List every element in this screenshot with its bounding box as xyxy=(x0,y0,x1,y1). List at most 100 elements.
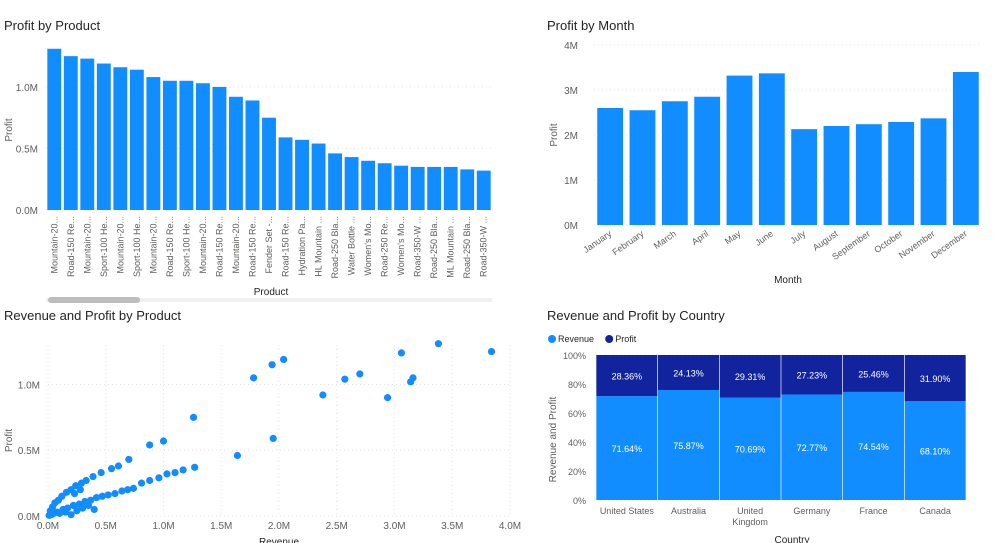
data-label: 68.10% xyxy=(920,447,951,457)
bar xyxy=(791,129,818,225)
bar xyxy=(195,83,210,210)
scatter-point xyxy=(407,378,415,386)
scatter-point xyxy=(111,490,119,498)
bar xyxy=(113,67,128,210)
y-tick-label: 1M xyxy=(564,176,578,187)
x-tick-label: Road-250 Bla... xyxy=(330,216,340,279)
y-axis-label: Revenue and Profit xyxy=(548,396,559,482)
bar xyxy=(245,100,260,210)
scatter-point xyxy=(233,451,242,460)
bar xyxy=(229,96,243,210)
x-tick-label: 2.5M xyxy=(326,521,348,532)
scatter-point xyxy=(76,486,84,494)
scatter-point xyxy=(146,441,154,449)
x-tick-label: Road-250 Bla... xyxy=(429,216,439,279)
x-tick-label: 0.5M xyxy=(95,521,117,532)
x-tick-label: Hydration Pa... xyxy=(297,216,307,276)
x-tick-label: Road-150 Re... xyxy=(214,216,224,277)
x-tick-label: Mountain-20... xyxy=(49,216,59,274)
data-label: 29.31% xyxy=(735,372,766,382)
bar xyxy=(361,160,376,210)
bar xyxy=(47,48,62,211)
y-axis-label: Profit xyxy=(4,429,15,453)
bar-profit xyxy=(904,355,966,402)
profit-by-month-panel: Profit by Month 0M 1M 2M 3M 4M January Februar… xyxy=(540,0,994,305)
x-axis-label: Country xyxy=(774,535,809,543)
x-tick-label: Road-150 Re... xyxy=(247,216,257,277)
scatter-point xyxy=(356,370,364,378)
y-tick-label: 0% xyxy=(573,496,586,506)
scatter-point xyxy=(146,476,154,485)
x-tick-label: Road-150 Re... xyxy=(281,216,291,277)
legend-marker xyxy=(548,335,556,343)
scatter-point xyxy=(249,374,258,382)
x-axis-label: Product xyxy=(254,287,289,298)
x-tick-label: 0.0M xyxy=(37,521,59,532)
scatter-point xyxy=(98,492,106,500)
bar xyxy=(460,169,475,210)
bar xyxy=(162,80,177,211)
revenue-profit-by-product-panel: Revenue and Profit by Product 0.0M 0.5M 1.… xyxy=(0,305,540,543)
x-tick-label: 3.0M xyxy=(383,521,405,532)
data-label: 72.77% xyxy=(797,443,828,453)
x-tick-label: Germany xyxy=(793,506,831,516)
bar xyxy=(377,163,392,210)
x-tick-label: February xyxy=(610,228,646,257)
scatter-point xyxy=(125,455,133,464)
x-tick-label: Australia xyxy=(671,506,706,516)
x-tick-label: 2.0M xyxy=(268,521,290,532)
y-tick-label: 1.0M xyxy=(18,380,40,391)
scatter-point xyxy=(97,468,105,477)
scatter-point xyxy=(155,474,163,482)
scatter-point xyxy=(487,347,496,356)
bar xyxy=(427,166,442,210)
data-label: 70.69% xyxy=(735,445,766,455)
bar-revenue xyxy=(781,394,843,500)
x-tick-label: May xyxy=(723,228,743,246)
bar xyxy=(888,121,915,225)
scatter-point xyxy=(280,355,288,364)
bar xyxy=(629,110,656,225)
y-tick-label: 0.5M xyxy=(18,446,40,457)
y-axis-label: Profit xyxy=(549,123,560,147)
y-tick-label: 0.5M xyxy=(16,144,38,155)
scatter-point xyxy=(79,504,87,512)
y-axis-label: Profit xyxy=(4,118,15,142)
bar xyxy=(63,56,78,211)
x-tick-label: 4.0M xyxy=(499,521,521,532)
x-tick-label: Road-150 Re... xyxy=(165,216,175,277)
x-tick-label: Mountain-20... xyxy=(115,216,125,274)
bar-revenue xyxy=(596,396,658,500)
scatter-point xyxy=(92,493,101,502)
x-tick-label: 1.0M xyxy=(152,521,174,532)
x-tick-label: Kingdom xyxy=(732,517,768,527)
scatter-point xyxy=(171,468,179,477)
x-tick-label: ML Mountain ... xyxy=(446,216,456,278)
scatter-point xyxy=(341,375,349,383)
bar xyxy=(394,165,409,210)
revenue-profit-scatter-chart: 0.0M 0.5M 1.0M 0.0M 0.5M 1.0M 1.5M 2.0M 2.5M 3.0M… xyxy=(4,340,521,543)
scatter-point xyxy=(70,490,79,498)
chart-title: Profit by Month xyxy=(547,18,635,33)
bar-revenue xyxy=(719,397,781,500)
data-label: 24.13% xyxy=(673,368,704,378)
chart-title: Revenue and Profit by Country xyxy=(547,308,725,323)
x-tick-label: Women's Mo... xyxy=(396,216,406,276)
scrollbar-thumb xyxy=(48,297,140,303)
scatter-point xyxy=(383,394,392,402)
scatter-point xyxy=(191,463,199,471)
revenue-profit-by-country-panel: Revenue and Profit by Country Revenue Pro… xyxy=(540,305,994,543)
bar xyxy=(726,75,753,225)
scatter-point xyxy=(73,507,81,515)
x-tick-label: United xyxy=(737,506,763,516)
y-tick-label: 40% xyxy=(568,438,586,448)
bar-revenue xyxy=(904,401,966,500)
scatter-point xyxy=(89,472,97,481)
x-tick-label: July xyxy=(788,228,807,246)
scatter-point xyxy=(269,434,277,442)
x-tick-label: United States xyxy=(600,506,655,516)
x-tick-label: 3.5M xyxy=(441,521,463,532)
scatter-point xyxy=(77,479,86,487)
bar-profit xyxy=(843,355,904,392)
bar xyxy=(410,166,425,210)
